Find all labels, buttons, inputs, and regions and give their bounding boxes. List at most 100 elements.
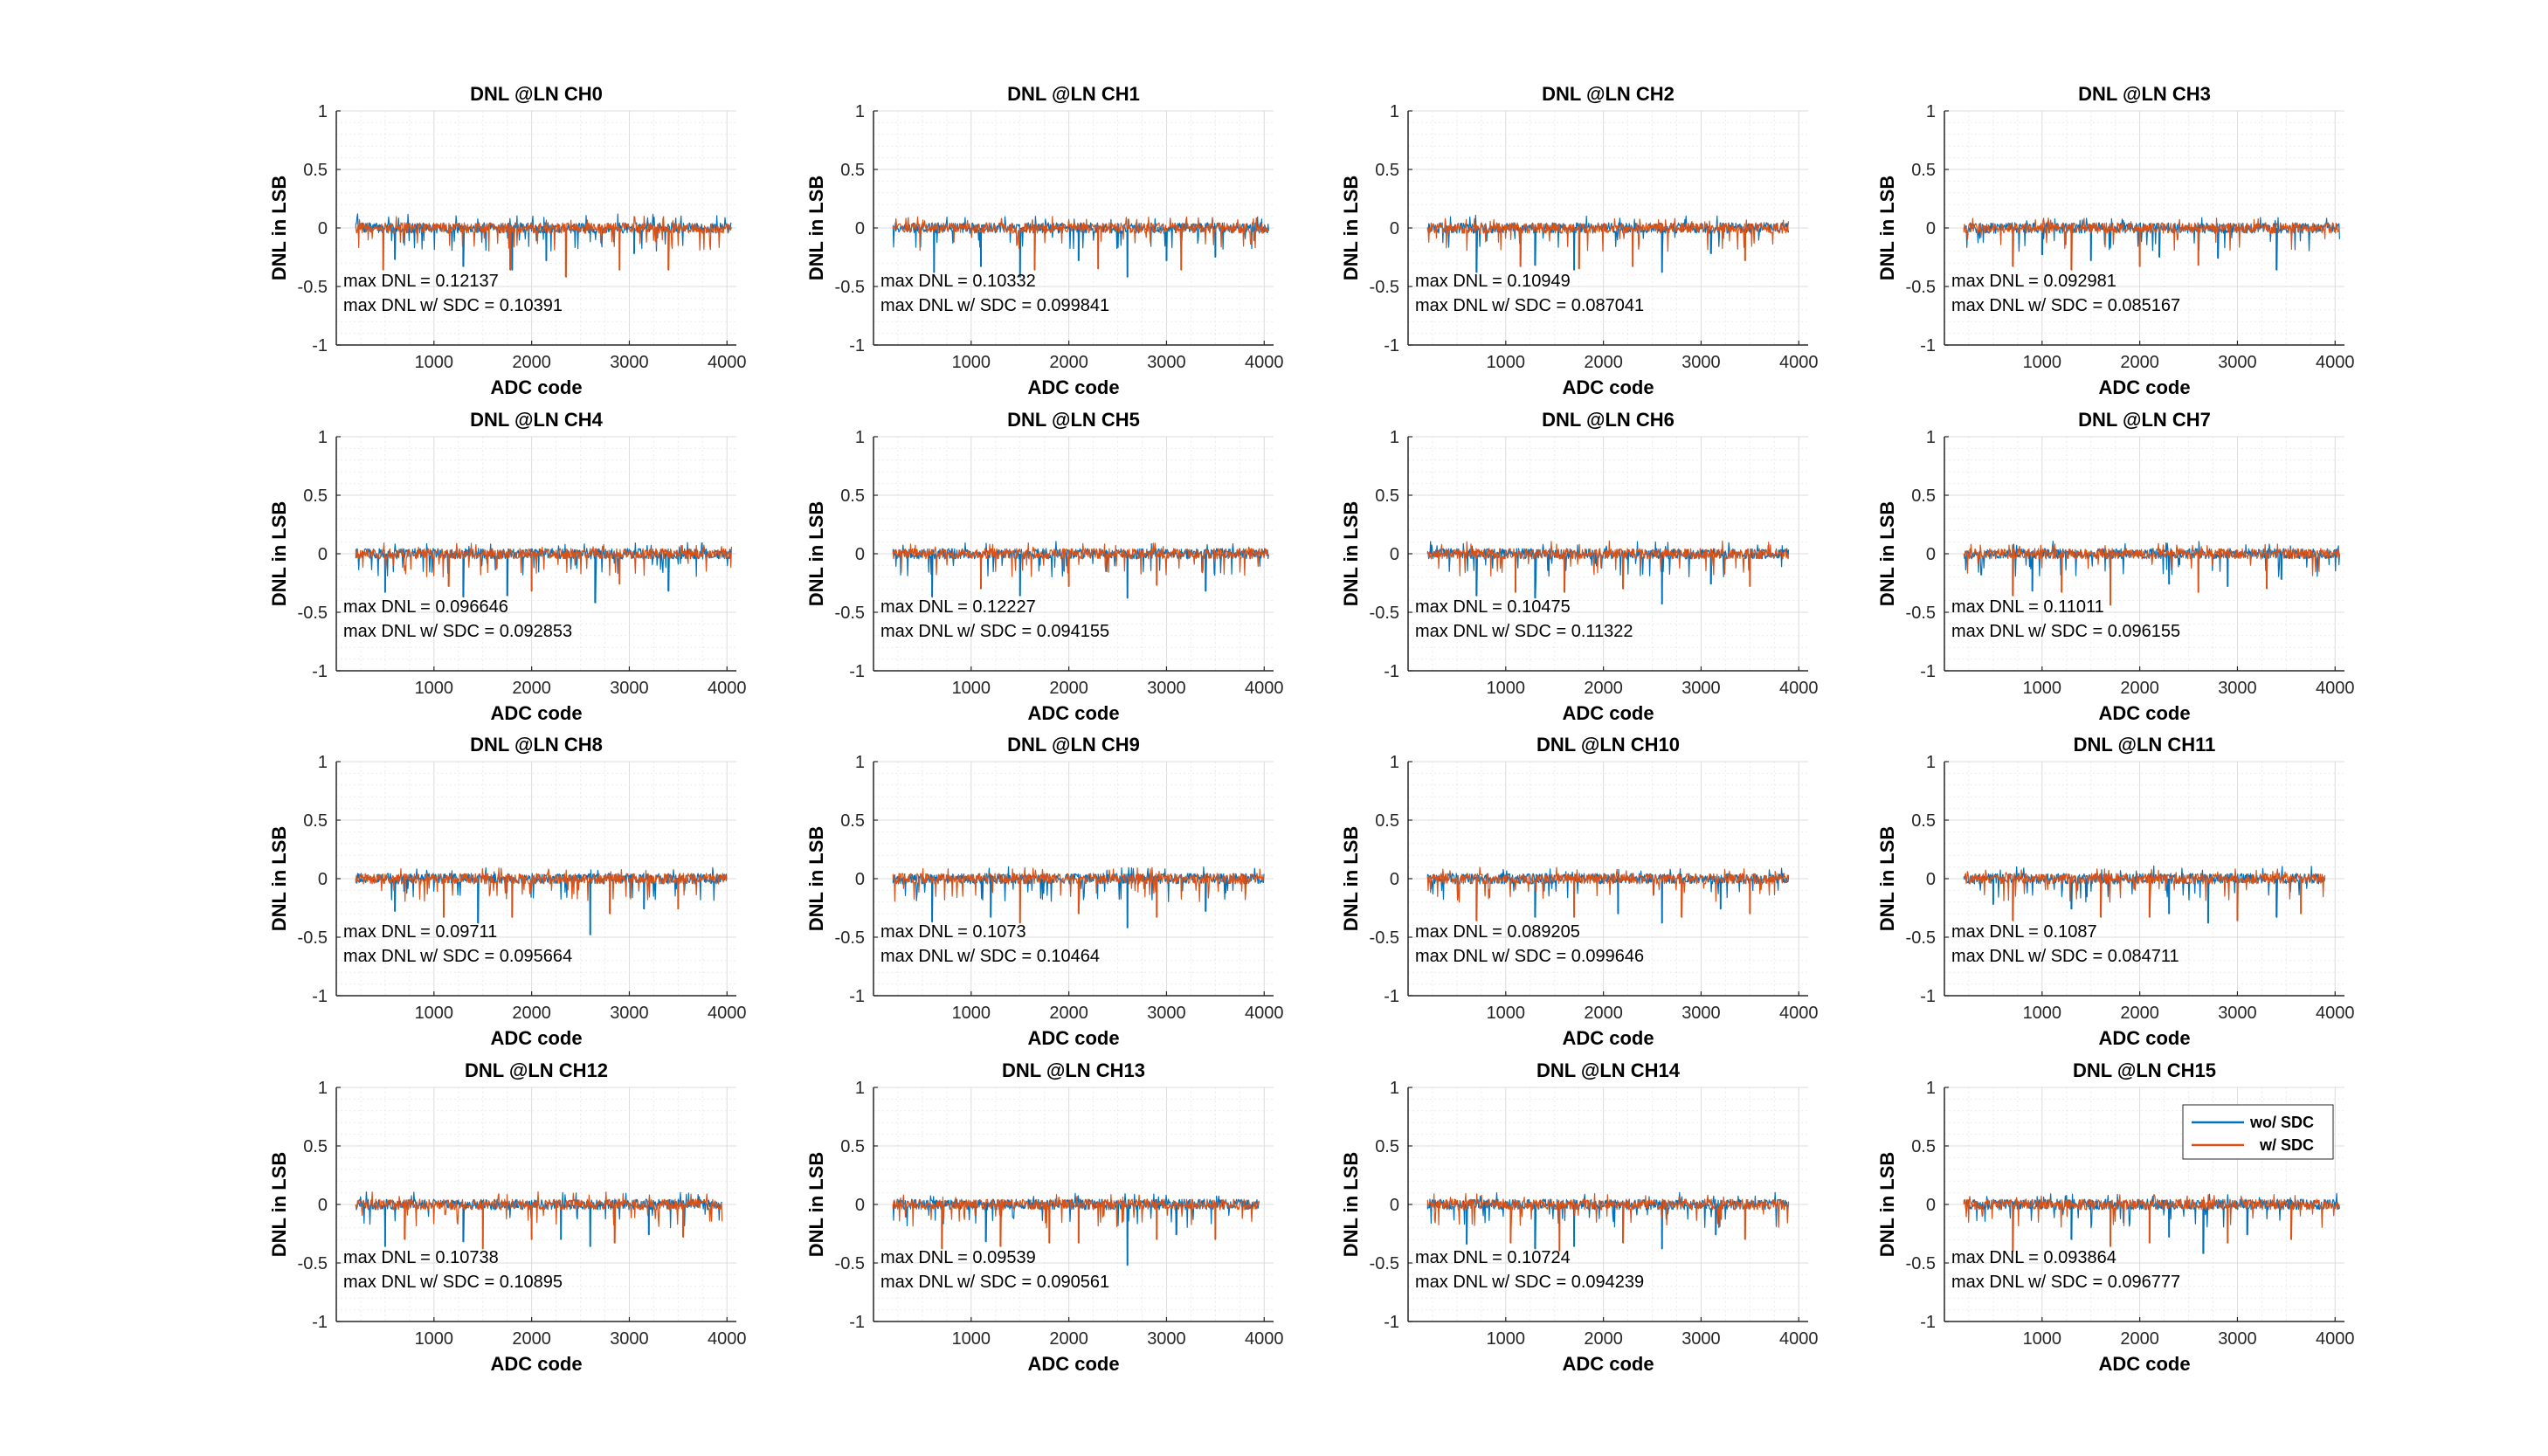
max-dnl-annotation: max DNL w/ SDC = 0.096777 xyxy=(1951,1273,2180,1292)
x-tick-label: 1000 xyxy=(1487,353,1526,372)
x-tick-label: 4000 xyxy=(2316,1004,2355,1023)
y-tick-label: -1 xyxy=(1384,662,1399,681)
y-axis-label: DNL in LSB xyxy=(1876,501,1898,607)
y-axis-label: DNL in LSB xyxy=(268,1152,290,1258)
y-tick-label: -1 xyxy=(312,987,328,1006)
subplot-title: DNL @LN CH5 xyxy=(1007,409,1140,431)
y-tick-label: 0.5 xyxy=(303,486,328,506)
series-wo-sdc-trace xyxy=(1426,214,1790,273)
x-tick-label: 1000 xyxy=(1487,679,1526,698)
subplot-ch4: 1000 2000 3000 4000 -1 -0.5 0 0.5 1 DNL @LN CH4 AD… xyxy=(268,409,747,724)
series-w-sdc-trace xyxy=(1426,217,1790,270)
y-tick-label: 0.5 xyxy=(840,161,865,180)
subplot-ch1: 1000 2000 3000 4000 -1 -0.5 0 0.5 1 DNL @LN CH1 AD… xyxy=(805,83,1284,398)
series-w-sdc-trace xyxy=(892,1194,1260,1250)
max-dnl-annotation: max DNL w/ SDC = 0.090561 xyxy=(880,1273,1109,1292)
y-axis-label: DNL in LSB xyxy=(805,826,827,932)
y-tick-label: 0 xyxy=(318,545,328,564)
x-tick-label: 3000 xyxy=(610,353,649,372)
x-tick-label: 4000 xyxy=(1779,679,1819,698)
y-tick-label: -1 xyxy=(312,336,328,355)
y-tick-label: -1 xyxy=(1920,336,1936,355)
x-tick-label: 2000 xyxy=(1049,353,1088,372)
y-tick-label: 0 xyxy=(318,870,328,889)
y-tick-label: 0.5 xyxy=(303,1137,328,1156)
y-tick-label: 0 xyxy=(1390,870,1399,889)
x-axis-label: ADC code xyxy=(2098,1027,2190,1049)
x-axis-label: ADC code xyxy=(1562,1027,1654,1049)
max-dnl-annotation: max DNL w/ SDC = 0.099646 xyxy=(1415,947,1644,966)
x-tick-label: 3000 xyxy=(610,679,649,698)
x-tick-label: 3000 xyxy=(610,1004,649,1023)
max-dnl-annotation: max DNL w/ SDC = 0.10464 xyxy=(880,947,1100,966)
y-tick-label: 1 xyxy=(1926,102,1936,121)
x-tick-label: 1000 xyxy=(2023,679,2062,698)
y-axis-label: DNL in LSB xyxy=(805,176,827,281)
subplot-title: DNL @LN CH3 xyxy=(2078,83,2211,105)
x-axis-label: ADC code xyxy=(2098,376,2190,398)
grid xyxy=(874,1087,1274,1322)
y-tick-label: -1 xyxy=(1920,662,1936,681)
series-w-sdc-trace xyxy=(1963,217,2340,271)
series-w-sdc-trace xyxy=(1963,1194,2340,1252)
y-tick-label: 0.5 xyxy=(1911,1137,1936,1156)
y-tick-label: -1 xyxy=(1920,1313,1936,1332)
x-axis-label: ADC code xyxy=(1027,1027,1119,1049)
y-tick-label: 0 xyxy=(855,1196,865,1215)
x-axis-label: ADC code xyxy=(1027,702,1119,724)
y-tick-label: -0.5 xyxy=(1906,604,1936,623)
y-tick-label: 0 xyxy=(1926,545,1936,564)
x-tick-label: 3000 xyxy=(1681,1004,1721,1023)
x-tick-label: 4000 xyxy=(1245,353,1284,372)
subplot-title: DNL @LN CH6 xyxy=(1542,409,1674,431)
y-tick-label: 0.5 xyxy=(303,161,328,180)
y-tick-label: -1 xyxy=(1384,987,1399,1006)
y-tick-label: -1 xyxy=(849,1313,865,1332)
x-tick-label: 1000 xyxy=(2023,353,2062,372)
subplot-ch11: 1000 2000 3000 4000 -1 -0.5 0 0.5 1 DNL @LN CH11 A… xyxy=(1876,734,2355,1049)
max-dnl-annotation: max DNL = 0.1073 xyxy=(880,922,1026,942)
y-tick-label: 0.5 xyxy=(1375,811,1399,831)
x-tick-label: 4000 xyxy=(2316,679,2355,698)
x-tick-label: 1000 xyxy=(2023,1004,2062,1023)
y-tick-label: 1 xyxy=(1390,753,1399,772)
x-tick-label: 4000 xyxy=(2316,353,2355,372)
y-tick-label: 1 xyxy=(1390,1079,1399,1098)
x-tick-label: 4000 xyxy=(708,679,747,698)
x-tick-label: 2000 xyxy=(1049,1004,1088,1023)
x-axis-label: ADC code xyxy=(490,376,582,398)
x-tick-label: 1000 xyxy=(952,1004,991,1023)
max-dnl-annotation: max DNL = 0.10724 xyxy=(1415,1248,1571,1267)
x-tick-label: 4000 xyxy=(1245,679,1284,698)
max-dnl-annotation: max DNL = 0.10738 xyxy=(343,1248,499,1267)
y-tick-label: -0.5 xyxy=(298,928,328,948)
x-axis-label: ADC code xyxy=(490,702,582,724)
y-tick-label: 1 xyxy=(1390,102,1399,121)
subplot-ch8: 1000 2000 3000 4000 -1 -0.5 0 0.5 1 DNL @LN CH8 AD… xyxy=(268,734,747,1049)
y-tick-label: 1 xyxy=(855,753,865,772)
x-tick-label: 1000 xyxy=(415,679,454,698)
x-tick-label: 1000 xyxy=(1487,1329,1526,1349)
y-tick-label: 0.5 xyxy=(303,811,328,831)
subplot-title: DNL @LN CH7 xyxy=(2078,409,2211,431)
legend-label: w/ SDC xyxy=(2259,1136,2314,1154)
subplot-title: DNL @LN CH14 xyxy=(1536,1059,1681,1081)
x-tick-label: 2000 xyxy=(2120,679,2159,698)
x-tick-label: 2000 xyxy=(2120,1329,2159,1349)
y-tick-label: 0.5 xyxy=(1911,161,1936,180)
y-tick-label: 0.5 xyxy=(840,1137,865,1156)
y-tick-label: -1 xyxy=(312,1313,328,1332)
subplot-title: DNL @LN CH15 xyxy=(2073,1059,2216,1081)
subplot-title: DNL @LN CH9 xyxy=(1007,734,1140,756)
x-tick-label: 4000 xyxy=(1245,1004,1284,1023)
x-tick-label: 1000 xyxy=(415,353,454,372)
max-dnl-annotation: max DNL w/ SDC = 0.085167 xyxy=(1951,296,2180,315)
series-wo-sdc-trace xyxy=(892,541,1269,599)
max-dnl-annotation: max DNL = 0.09539 xyxy=(880,1248,1036,1267)
series-w-sdc-trace xyxy=(1426,540,1790,593)
x-tick-label: 3000 xyxy=(1681,353,1721,372)
y-tick-label: 1 xyxy=(318,102,328,121)
subplot-title: DNL @LN CH8 xyxy=(470,734,603,756)
legend-box xyxy=(2182,1104,2334,1160)
max-dnl-annotation: max DNL w/ SDC = 0.11322 xyxy=(1415,622,1633,641)
